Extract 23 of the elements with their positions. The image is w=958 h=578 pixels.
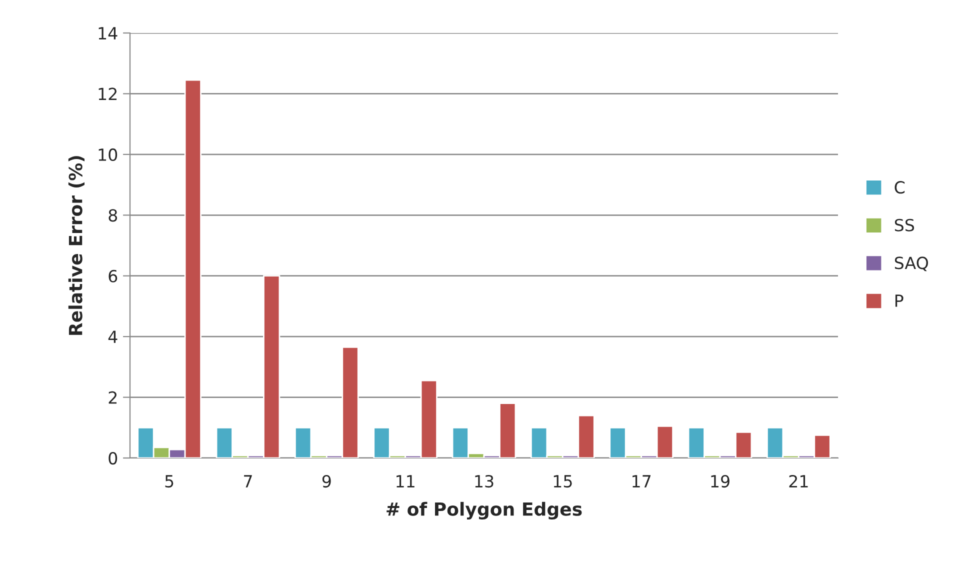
x-tick-label: 5 — [165, 475, 174, 488]
y-tick-label: 4 — [108, 330, 118, 343]
x-tick-label: 9 — [322, 474, 331, 488]
x-tick-label: 7 — [244, 475, 252, 488]
legend-label: SS — [894, 218, 914, 232]
x-tick-label: 13 — [475, 474, 494, 488]
x-tick-label: 17 — [632, 475, 651, 488]
x-tick-label: 11 — [396, 475, 414, 488]
y-tick-label: 12 — [98, 88, 117, 100]
x-tick-label: 21 — [789, 474, 808, 488]
y-tick-label: 14 — [98, 27, 118, 40]
y-tick-label: 10 — [98, 148, 118, 161]
y-tick-label: 2 — [108, 391, 117, 404]
x-axis-title: # of Polygon Edges — [386, 502, 582, 520]
legend-label: P — [895, 294, 904, 307]
legend-label: SAQ — [894, 256, 928, 272]
x-tick-label: 19 — [711, 474, 730, 488]
y-tick-label: 8 — [108, 209, 118, 222]
y-tick-label: 6 — [108, 270, 118, 282]
x-tick-label: 15 — [554, 475, 572, 488]
y-tick-label: 0 — [108, 452, 118, 465]
legend-label: C — [894, 181, 905, 194]
y-axis-title: Relative Error (%) — [68, 156, 84, 335]
